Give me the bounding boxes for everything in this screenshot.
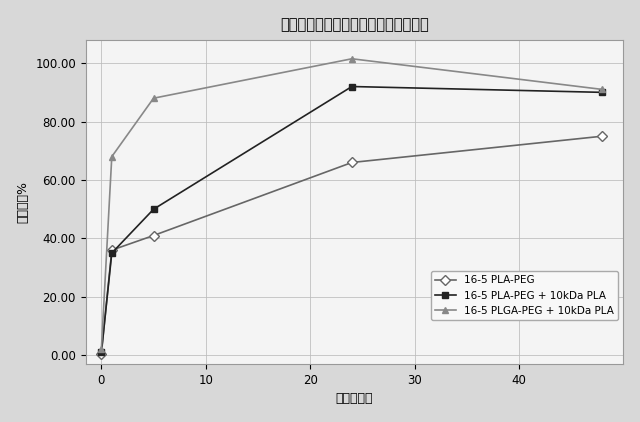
16-5 PLGA-PEG + 10kDa PLA <box>108 154 116 159</box>
16-5 PLGA-PEG + 10kDa PLA <box>598 87 606 92</box>
16-5 PLGA-PEG + 10kDa PLA <box>97 347 105 352</box>
Legend: 16-5 PLA-PEG, 16-5 PLA-PEG + 10kDa PLA, 16-5 PLGA-PEG + 10kDa PLA: 16-5 PLA-PEG, 16-5 PLA-PEG + 10kDa PLA, … <box>431 271 618 320</box>
16-5 PLA-PEG <box>108 248 116 253</box>
Line: 16-5 PLA-PEG: 16-5 PLA-PEG <box>98 133 606 357</box>
X-axis label: 時点（時）: 時点（時） <box>336 392 373 406</box>
Line: 16-5 PLGA-PEG + 10kDa PLA: 16-5 PLGA-PEG + 10kDa PLA <box>98 55 606 353</box>
Y-axis label: 累計放出%: 累計放出% <box>17 181 29 223</box>
16-5 PLA-PEG <box>150 233 157 238</box>
Title: ビノレルビンベース：インビトロ放出: ビノレルビンベース：インビトロ放出 <box>280 16 429 32</box>
16-5 PLA-PEG <box>97 351 105 356</box>
16-5 PLA-PEG <box>598 134 606 139</box>
16-5 PLA-PEG + 10kDa PLA <box>348 84 356 89</box>
16-5 PLA-PEG + 10kDa PLA <box>108 251 116 256</box>
16-5 PLGA-PEG + 10kDa PLA <box>348 56 356 61</box>
16-5 PLGA-PEG + 10kDa PLA <box>150 96 157 101</box>
16-5 PLA-PEG + 10kDa PLA <box>97 350 105 355</box>
16-5 PLA-PEG + 10kDa PLA <box>598 90 606 95</box>
16-5 PLA-PEG <box>348 160 356 165</box>
16-5 PLA-PEG + 10kDa PLA <box>150 207 157 212</box>
Line: 16-5 PLA-PEG + 10kDa PLA: 16-5 PLA-PEG + 10kDa PLA <box>98 83 606 356</box>
